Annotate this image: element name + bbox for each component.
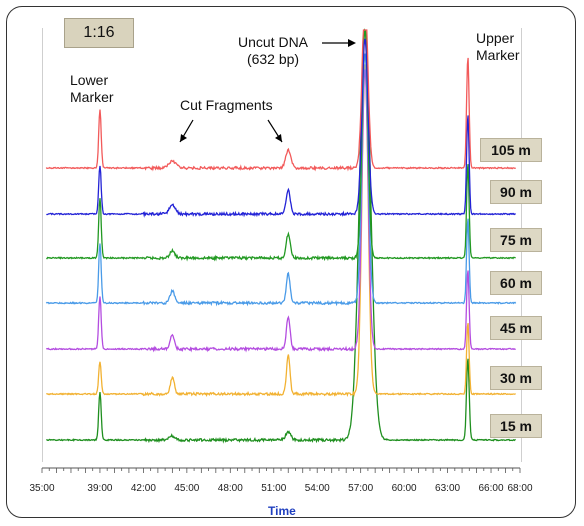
annotation-arrowhead — [180, 134, 187, 142]
x-tick-label: 42:00 — [131, 483, 156, 494]
annotation-arrowhead — [348, 39, 356, 47]
x-tick-label: 45:00 — [174, 483, 199, 494]
series-label-15-m: 15 m — [490, 414, 542, 438]
series-line-75-m — [46, 28, 516, 262]
x-tick-label: 68:00 — [507, 483, 532, 494]
uncut-dna-label: Uncut DNA (632 bp) — [238, 34, 309, 67]
series-label-60-m: 60 m — [490, 271, 542, 295]
upper-marker-label: Upper Marker — [476, 30, 520, 63]
x-tick-label: 60:00 — [392, 483, 417, 494]
series-line-45-m — [45, 69, 516, 353]
series-line-90-m — [46, 38, 516, 218]
annotation-arrowhead — [275, 134, 282, 142]
series-label-75-m: 75 m — [490, 228, 542, 252]
series-label-45-m: 45 m — [490, 316, 542, 340]
series-line-15-m — [46, 29, 516, 444]
cut-fragments-label: Cut Fragments — [180, 97, 273, 113]
x-tick-label: 63:00 — [435, 483, 460, 494]
lower-marker-label: Lower Marker — [70, 72, 114, 105]
x-tick-label: 51:00 — [261, 483, 286, 494]
x-axis-title: Time — [268, 504, 296, 518]
x-tick-label: 39:00 — [87, 483, 112, 494]
x-tick-label: 54:00 — [305, 483, 330, 494]
series-label-90-m: 90 m — [490, 180, 542, 204]
series-label-105-m: 105 m — [480, 138, 542, 162]
x-tick-label: 48:00 — [218, 483, 243, 494]
series-line-105-m — [45, 29, 516, 172]
x-tick-label: 57:00 — [348, 483, 373, 494]
series-line-30-m — [46, 64, 516, 398]
dilution-label: 1:16 — [64, 18, 134, 48]
series-line-60-m — [45, 53, 517, 307]
x-tick-label: 35:00 — [29, 483, 54, 494]
x-tick-label: 66:00 — [479, 483, 504, 494]
series-label-30-m: 30 m — [490, 366, 542, 390]
plot-area — [42, 28, 522, 462]
